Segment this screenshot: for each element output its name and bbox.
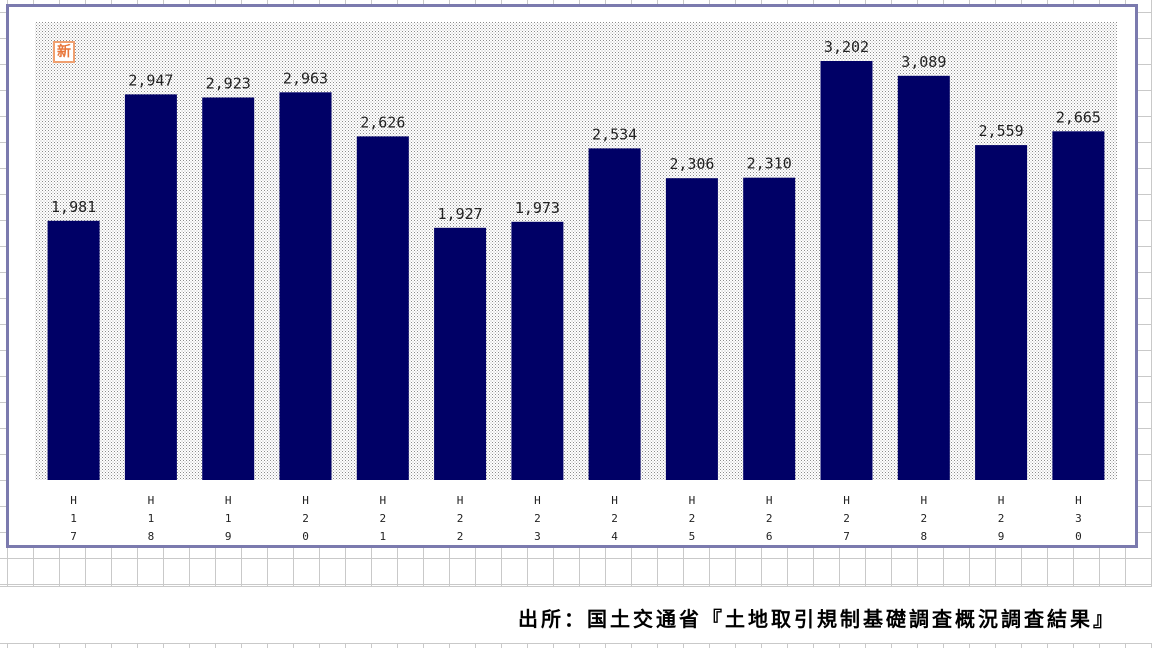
bar-H21: [356, 136, 409, 480]
value-label-H19: 2,923: [206, 75, 251, 93]
source-strip: 出所：国土交通省『土地取引規制基礎調査概況調査結果』: [0, 586, 1152, 644]
bar-H17: [47, 220, 100, 481]
bar-H30: [1052, 131, 1105, 481]
value-label-H30: 2,665: [1056, 108, 1101, 126]
chart-frame: 1,981 2,947 2,923 2,963 2,626 1,927 1,973 2,534…: [6, 4, 1138, 548]
value-label-H20: 2,963: [283, 69, 328, 87]
bar-H24: [588, 148, 641, 480]
x-axis-tick-labels: H 1 7 H 1 8 H 1 9 H 2 0 H 2 1 H 2 2 H 2 3 H 2 4 H 2 5 H 2 6 H 2 7 H 2 8 H 2 9 H…: [70, 494, 1081, 543]
value-label-H26: 2,310: [747, 155, 792, 173]
value-label-H17: 1,981: [51, 198, 96, 216]
value-label-H21: 2,626: [360, 113, 405, 131]
plot-area: [35, 22, 1117, 480]
bar-H18: [124, 94, 177, 481]
value-label-H22: 1,927: [438, 205, 483, 223]
bar-H28: [897, 75, 950, 481]
value-label-H27: 3,202: [824, 38, 869, 56]
bar-chart: 1,981 2,947 2,923 2,963 2,626 1,927 1,973 2,534…: [35, 22, 1117, 543]
bar-H19: [202, 97, 255, 480]
bar-H27: [820, 61, 873, 480]
bars: [47, 61, 1105, 481]
value-label-H24: 2,534: [592, 125, 637, 143]
new-badge-icon: 新: [53, 41, 75, 63]
bar-H29: [975, 145, 1028, 480]
bar-H26: [743, 177, 796, 480]
value-label-H18: 2,947: [128, 71, 173, 89]
source-note: 出所：国土交通省『土地取引規制基礎調査概況調査結果』: [518, 607, 1116, 631]
value-label-H25: 2,306: [669, 155, 714, 173]
value-labels: 1,981 2,947 2,923 2,963 2,626 1,927 1,973 2,534…: [51, 38, 1101, 223]
bar-H22: [434, 227, 487, 480]
bar-H20: [279, 92, 332, 481]
value-label-H23: 1,973: [515, 199, 560, 217]
bar-H25: [665, 178, 718, 480]
value-label-H28: 3,089: [901, 53, 946, 71]
value-label-H29: 2,559: [979, 122, 1024, 140]
bar-H23: [511, 221, 564, 481]
